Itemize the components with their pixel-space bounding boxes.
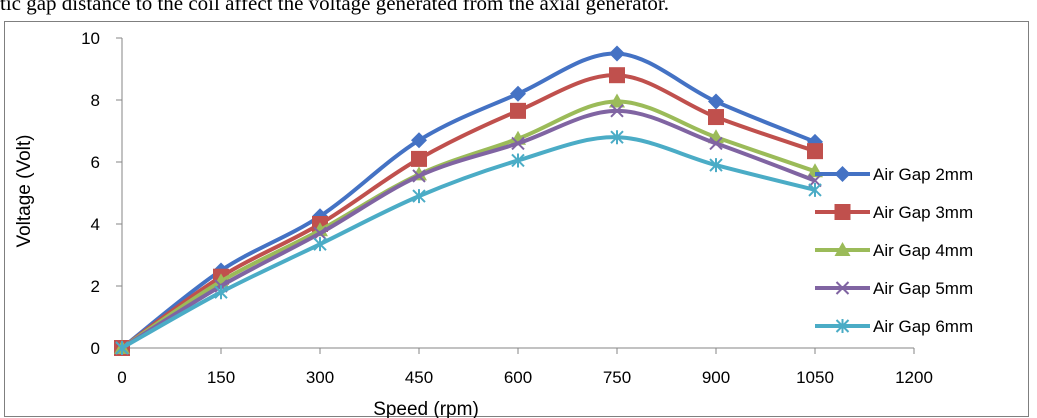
data-point	[708, 109, 724, 126]
data-point	[807, 143, 823, 160]
chart-axes: 0 2 4 6 8 10 0 150 300 450 600 750 900 1050 1200	[81, 29, 933, 387]
legend-marker	[835, 281, 850, 295]
x-axis-title: Speed (rpm)	[373, 399, 479, 418]
data-point	[609, 45, 625, 62]
x-tick-label: 1200	[895, 368, 933, 387]
legend-marker	[834, 242, 851, 256]
legend-item: Air Gap 3mm	[815, 203, 973, 222]
data-point	[610, 104, 624, 118]
data-point	[609, 93, 625, 108]
x-tick-label: 900	[702, 368, 730, 387]
y-tick-label: 8	[91, 91, 100, 110]
caption-text: tic gap distance to the coil affect the …	[0, 0, 669, 15]
data-point	[412, 169, 426, 183]
data-point	[214, 285, 228, 300]
chart-legend: Air Gap 2mm Air Gap 3mm Air Gap 4mm Air Gap…	[815, 165, 973, 336]
data-point	[511, 153, 525, 168]
series-line	[121, 135, 816, 350]
x-tick-label: 450	[405, 368, 433, 387]
legend-label: Air Gap 6mm	[873, 317, 973, 336]
chart-frame	[4, 21, 1029, 417]
legend-label: Air Gap 2mm	[873, 165, 973, 184]
data-point	[808, 182, 822, 197]
data-point	[510, 102, 526, 119]
legend-label: Air Gap 3mm	[873, 203, 973, 222]
legend-item: Air Gap 5mm	[815, 279, 973, 298]
x-tick-label: 1050	[796, 368, 834, 387]
x-tick-label: 600	[504, 368, 532, 387]
legend-item: Air Gap 2mm	[815, 165, 973, 184]
y-axis-title: Voltage (Volt)	[14, 134, 35, 247]
y-tick-label: 6	[91, 153, 100, 172]
legend-label: Air Gap 4mm	[873, 241, 973, 260]
series-1	[114, 45, 823, 356]
data-point	[411, 150, 427, 167]
data-point	[313, 226, 327, 241]
x-tick-label: 300	[306, 368, 334, 387]
data-point	[708, 93, 724, 110]
y-tick-label: 2	[91, 277, 100, 296]
series-line	[120, 108, 816, 350]
legend-item: Air Gap 4mm	[815, 241, 973, 260]
data-point	[411, 132, 427, 149]
data-point	[610, 130, 624, 145]
data-point	[709, 158, 723, 173]
y-tick-label: 10	[81, 29, 100, 48]
data-point	[115, 341, 129, 355]
x-tick-label: 0	[117, 368, 126, 387]
legend-marker	[834, 166, 851, 182]
legend-label: Air Gap 5mm	[873, 279, 973, 298]
series-line	[120, 99, 816, 350]
series-layer	[114, 45, 823, 356]
series-4	[115, 104, 822, 355]
legend-item: Air Gap 6mm	[815, 317, 973, 336]
series-5	[115, 130, 822, 355]
legend-marker	[834, 204, 851, 220]
data-point	[313, 237, 327, 252]
series-2	[114, 67, 823, 356]
data-point	[510, 85, 526, 102]
y-tick-label: 0	[91, 339, 100, 358]
x-tick-label: 750	[603, 368, 631, 387]
data-point	[511, 136, 525, 151]
data-point	[709, 136, 723, 151]
legend-marker	[835, 319, 850, 333]
series-line	[120, 51, 816, 350]
x-tick-label: 150	[207, 368, 235, 387]
y-tick-label: 4	[91, 215, 100, 234]
data-point	[609, 67, 625, 84]
data-point	[412, 189, 426, 204]
